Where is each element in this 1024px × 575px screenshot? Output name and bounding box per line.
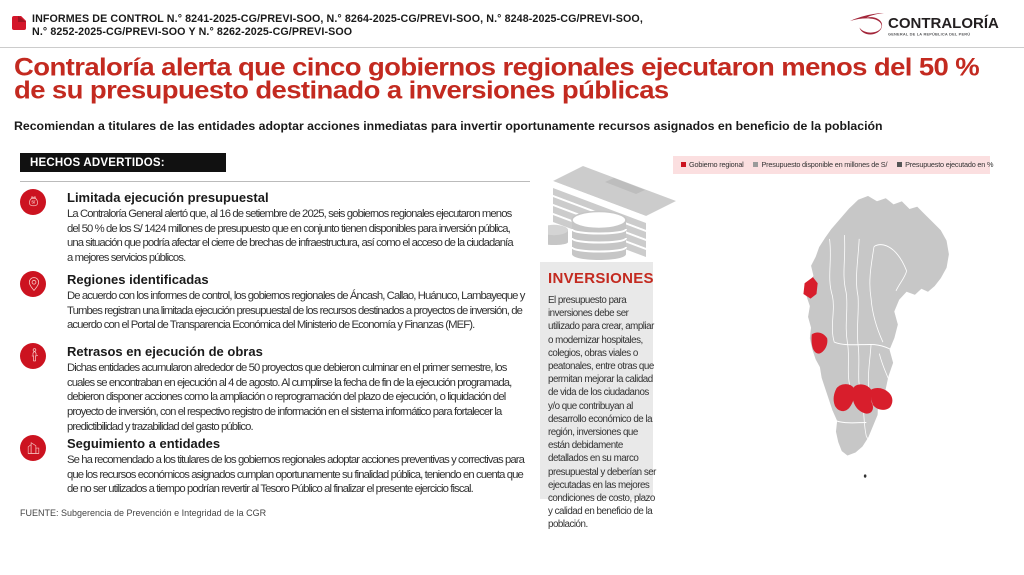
svg-text:GENERAL DE LA REPÚBLICA DEL PE: GENERAL DE LA REPÚBLICA DEL PERÚ [888,31,970,36]
svg-text:CONTRALORÍA: CONTRALORÍA [888,15,999,32]
svg-text:S/: S/ [31,199,36,204]
